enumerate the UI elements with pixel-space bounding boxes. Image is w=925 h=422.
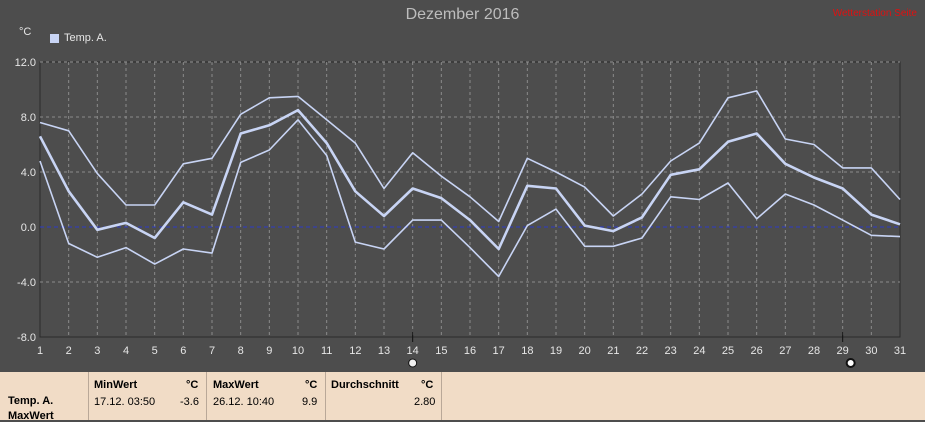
max-unit: °C <box>305 379 318 391</box>
stats-divider <box>88 372 89 420</box>
x-tick-label: 13 <box>378 345 390 357</box>
plot-frame <box>39 61 901 338</box>
x-tick-label: 22 <box>636 345 648 357</box>
y-tick-label: 12.0 <box>15 57 36 69</box>
x-tick-label: 1 <box>37 345 43 357</box>
avg-unit: °C <box>421 379 434 391</box>
max-value: 9.9 <box>302 396 318 408</box>
x-tick-label: 9 <box>266 345 272 357</box>
station-link[interactable]: Wetterstation Seite <box>832 8 917 19</box>
stats-divider <box>206 372 207 420</box>
x-tick-label: 7 <box>209 345 215 357</box>
x-tick-label: 16 <box>464 345 476 357</box>
min-value: -3.6 <box>180 396 199 408</box>
y-tick-label: 8.0 <box>21 112 36 124</box>
x-tick-label: 3 <box>94 345 100 357</box>
min-header: MinWert <box>94 379 138 391</box>
y-tick-label: 4.0 <box>21 167 36 179</box>
x-tick-label: 25 <box>722 345 734 357</box>
day-marker-icon[interactable] <box>845 358 856 368</box>
x-tick-label: 11 <box>321 345 332 357</box>
x-tick-label: 31 <box>894 345 906 357</box>
stats-row-label: Temp. A. <box>8 395 54 407</box>
stats-panel: Temp. A. MaxWert MinWert °C 17.12. 03:50… <box>0 372 925 422</box>
max-time: 26.12. 10:40 <box>213 396 275 408</box>
series-line-2 <box>39 90 901 223</box>
avg-header: Durchschnitt <box>331 379 399 391</box>
y-tick-label: -4.0 <box>17 277 36 289</box>
x-tick-label: 17 <box>493 345 505 357</box>
x-tick-label: 30 <box>865 345 877 357</box>
legend-swatch <box>50 33 59 43</box>
y-tick-label: -8.0 <box>17 332 36 344</box>
max-header: MaxWert <box>213 379 259 391</box>
x-tick-label: 20 <box>579 345 591 357</box>
x-tick-label: 18 <box>521 345 533 357</box>
series-line-1 <box>38 108 901 251</box>
temperature-chart: 12.08.04.00.0-4.0-8.01 2 3 4 5 6 7 8 9 10 11 12 13 14… <box>15 57 906 368</box>
x-tick-label: 23 <box>665 345 677 357</box>
x-tick-label: 6 <box>180 345 186 357</box>
x-tick-label: 19 <box>550 345 562 357</box>
stats-divider <box>325 372 326 420</box>
min-unit: °C <box>186 379 199 391</box>
x-tick-label: 15 <box>435 345 447 357</box>
x-tick-label: 14 <box>407 345 419 357</box>
day-marker-icon[interactable] <box>408 358 418 368</box>
x-tick-label: 26 <box>751 345 763 357</box>
chart-area: 12.0 8.0 4.0 0.0 -4.0 -8.0 1 2 3 4 5 6 7 8 9 10 11 12 13 14… <box>14 6 917 368</box>
x-tick-label: 2 <box>66 345 72 357</box>
series-line-3 <box>39 119 901 278</box>
min-time: 17.12. 03:50 <box>94 396 156 408</box>
stats-divider <box>441 372 442 420</box>
y-tick-label: 0.0 <box>21 222 36 234</box>
chart-title: Dezember 2016 <box>405 6 520 23</box>
x-tick-label: 10 <box>292 345 304 357</box>
x-tick-label: 24 <box>693 345 705 357</box>
y-axis-unit: °C <box>19 26 32 38</box>
x-tick-label: 4 <box>123 345 129 357</box>
x-tick-label: 27 <box>779 345 791 357</box>
x-tick-label: 21 <box>607 345 619 357</box>
x-tick-label: 12 <box>349 345 361 357</box>
legend-label: Temp. A. <box>64 32 107 44</box>
x-tick-label: 28 <box>808 345 820 357</box>
x-tick-label: 5 <box>152 345 158 357</box>
chart-legend: Temp. A. <box>50 32 107 44</box>
x-tick-label: 29 <box>837 345 849 357</box>
x-tick-label: 8 <box>238 345 244 357</box>
stats-row-label-2: MaxWert <box>8 410 54 422</box>
avg-value: 2.80 <box>414 396 436 408</box>
